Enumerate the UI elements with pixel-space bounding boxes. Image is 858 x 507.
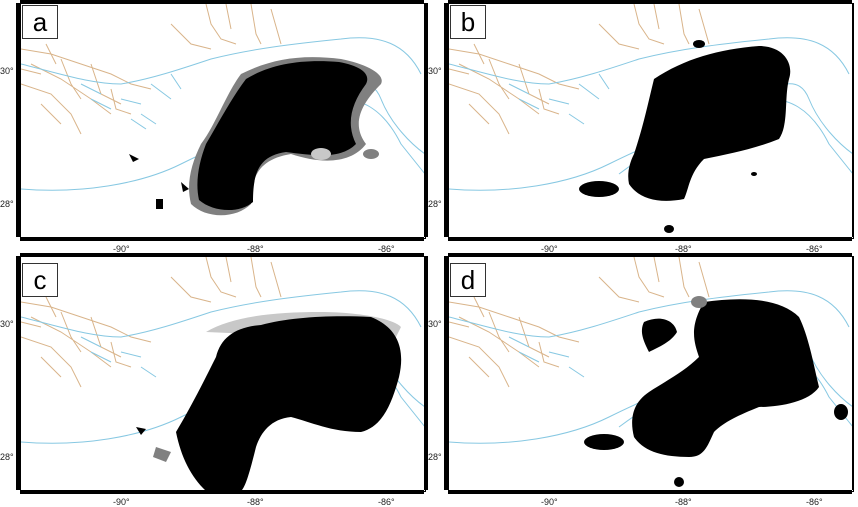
panel-b: b 30° 28° -90° -88° -86° bbox=[428, 0, 858, 254]
panel-d: d 30° 28° -90° -88° -86° bbox=[428, 253, 858, 507]
slick-c bbox=[136, 312, 402, 491]
bottom-scale-bar-b bbox=[448, 237, 852, 241]
map-d bbox=[449, 257, 853, 487]
top-scale-bar-d bbox=[448, 253, 852, 257]
panel-a: a 30° 28° -90° -88° -86° bbox=[0, 0, 430, 254]
roads-d bbox=[449, 257, 710, 388]
lon-tick-88-a: -88° bbox=[247, 244, 264, 254]
roads-b bbox=[449, 4, 710, 135]
panel-label-c: c bbox=[22, 263, 58, 297]
right-scale-bar-d bbox=[852, 256, 854, 490]
lon-tick-90-c: -90° bbox=[113, 497, 130, 507]
right-scale-bar-c bbox=[424, 256, 428, 490]
bottom-scale-bar-c bbox=[20, 490, 424, 494]
lon-tick-90-b: -90° bbox=[541, 244, 558, 254]
top-scale-bar-a bbox=[20, 0, 424, 4]
lat-tick-28-d: 28° bbox=[428, 452, 442, 462]
panel-label-a: a bbox=[22, 5, 58, 39]
left-scale-bar-d bbox=[444, 256, 448, 490]
right-scale-bar-a bbox=[424, 3, 428, 237]
bottom-scale-bar-d bbox=[448, 490, 852, 494]
lat-tick-30-d: 30° bbox=[428, 319, 442, 329]
slick-b bbox=[579, 40, 791, 233]
map-b bbox=[449, 4, 853, 233]
map-a bbox=[21, 4, 425, 216]
lon-tick-86-a: -86° bbox=[378, 244, 395, 254]
panel-label-d: d bbox=[450, 263, 486, 297]
map-frame-c bbox=[20, 256, 426, 492]
lon-tick-86-c: -86° bbox=[378, 497, 395, 507]
left-scale-bar-b bbox=[444, 3, 448, 237]
map-frame-d bbox=[448, 256, 854, 492]
map-c bbox=[21, 257, 425, 491]
left-scale-bar-a bbox=[16, 3, 20, 237]
bottom-scale-bar-a bbox=[20, 237, 424, 241]
right-scale-bar-b bbox=[852, 3, 854, 237]
lat-tick-30-a: 30° bbox=[0, 66, 14, 76]
panel-c: c 30° 28° -90° -88° -86° bbox=[0, 253, 430, 507]
lon-tick-90-a: -90° bbox=[113, 244, 130, 254]
slick-d bbox=[584, 296, 848, 487]
lat-tick-30-b: 30° bbox=[428, 66, 442, 76]
map-frame-b bbox=[448, 3, 854, 239]
lat-tick-28-b: 28° bbox=[428, 199, 442, 209]
lon-tick-90-d: -90° bbox=[541, 497, 558, 507]
map-frame-a bbox=[20, 3, 426, 239]
lat-tick-28-a: 28° bbox=[0, 199, 14, 209]
top-scale-bar-c bbox=[20, 253, 424, 257]
left-scale-bar-c bbox=[16, 256, 20, 490]
lon-tick-88-d: -88° bbox=[675, 497, 692, 507]
lon-tick-86-b: -86° bbox=[806, 244, 823, 254]
lat-tick-28-c: 28° bbox=[0, 452, 14, 462]
lon-tick-86-d: -86° bbox=[806, 497, 823, 507]
lon-tick-88-c: -88° bbox=[247, 497, 264, 507]
panel-label-b: b bbox=[450, 5, 486, 39]
lat-tick-30-c: 30° bbox=[0, 319, 14, 329]
top-scale-bar-b bbox=[448, 0, 852, 4]
lon-tick-88-b: -88° bbox=[675, 244, 692, 254]
slick-a bbox=[129, 57, 382, 216]
